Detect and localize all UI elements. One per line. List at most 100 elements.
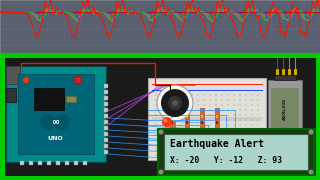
Bar <box>104 138 108 142</box>
Circle shape <box>257 144 259 146</box>
Bar <box>38 161 42 165</box>
Circle shape <box>245 104 247 106</box>
Circle shape <box>257 99 259 101</box>
Circle shape <box>173 109 175 111</box>
Circle shape <box>191 144 193 146</box>
Circle shape <box>167 109 169 111</box>
Circle shape <box>215 99 217 101</box>
Text: ∞: ∞ <box>51 117 59 127</box>
Circle shape <box>215 154 217 156</box>
Circle shape <box>257 94 259 96</box>
Circle shape <box>161 94 163 96</box>
Circle shape <box>209 114 211 116</box>
Circle shape <box>257 134 259 136</box>
Circle shape <box>209 94 211 96</box>
Bar <box>47 161 51 165</box>
Circle shape <box>173 119 175 121</box>
Circle shape <box>167 134 169 136</box>
Circle shape <box>209 149 211 151</box>
Circle shape <box>197 124 199 126</box>
Circle shape <box>191 129 193 131</box>
Circle shape <box>233 149 235 151</box>
Circle shape <box>157 85 193 121</box>
Circle shape <box>233 124 235 126</box>
Circle shape <box>23 77 29 83</box>
Bar <box>104 126 108 130</box>
Bar <box>201 115 203 118</box>
Circle shape <box>221 129 223 131</box>
Circle shape <box>197 149 199 151</box>
Circle shape <box>197 114 199 116</box>
Circle shape <box>251 154 253 156</box>
Circle shape <box>191 139 193 141</box>
Circle shape <box>245 109 247 111</box>
Circle shape <box>173 139 175 141</box>
Circle shape <box>251 129 253 131</box>
Circle shape <box>227 119 229 121</box>
Circle shape <box>227 129 229 131</box>
Bar <box>66 96 76 102</box>
Circle shape <box>155 129 157 131</box>
Circle shape <box>257 114 259 116</box>
Circle shape <box>203 149 205 151</box>
Circle shape <box>215 94 217 96</box>
Circle shape <box>179 129 181 131</box>
Circle shape <box>239 154 241 156</box>
Circle shape <box>209 129 211 131</box>
Bar <box>6 66 20 84</box>
Circle shape <box>221 94 223 96</box>
Circle shape <box>197 99 199 101</box>
Circle shape <box>179 119 181 121</box>
Circle shape <box>239 109 241 111</box>
Circle shape <box>185 104 187 106</box>
Bar <box>152 88 262 92</box>
Bar <box>18 74 94 154</box>
Circle shape <box>239 149 241 151</box>
Circle shape <box>155 134 157 136</box>
Circle shape <box>233 139 235 141</box>
Circle shape <box>251 124 253 126</box>
Circle shape <box>245 154 247 156</box>
Circle shape <box>167 119 169 121</box>
Circle shape <box>251 119 253 121</box>
Circle shape <box>179 94 181 96</box>
Text: UNO: UNO <box>47 136 63 141</box>
Circle shape <box>40 114 56 130</box>
Bar <box>186 121 188 124</box>
Bar <box>56 161 60 165</box>
Circle shape <box>197 154 199 156</box>
Circle shape <box>197 134 199 136</box>
Circle shape <box>161 124 163 126</box>
Circle shape <box>257 104 259 106</box>
Circle shape <box>164 119 167 123</box>
Bar <box>164 134 308 170</box>
Circle shape <box>167 104 169 106</box>
Text: ADXL335: ADXL335 <box>283 98 287 120</box>
Circle shape <box>167 149 169 151</box>
Bar <box>185 108 189 130</box>
Circle shape <box>167 129 169 131</box>
Circle shape <box>227 134 229 136</box>
Bar <box>83 161 87 165</box>
Circle shape <box>167 99 169 101</box>
Circle shape <box>227 144 229 146</box>
Circle shape <box>179 99 181 101</box>
Circle shape <box>197 94 199 96</box>
Bar <box>152 82 262 86</box>
Circle shape <box>233 94 235 96</box>
Bar <box>186 115 188 118</box>
Circle shape <box>155 154 157 156</box>
Circle shape <box>185 144 187 146</box>
Circle shape <box>179 149 181 151</box>
Circle shape <box>233 154 235 156</box>
Bar <box>104 114 108 118</box>
Circle shape <box>239 119 241 121</box>
Circle shape <box>197 104 199 106</box>
Circle shape <box>161 134 163 136</box>
Circle shape <box>173 149 175 151</box>
Circle shape <box>179 109 181 111</box>
Bar <box>274 75 296 80</box>
Circle shape <box>191 109 193 111</box>
Bar <box>104 108 108 112</box>
Circle shape <box>209 124 211 126</box>
